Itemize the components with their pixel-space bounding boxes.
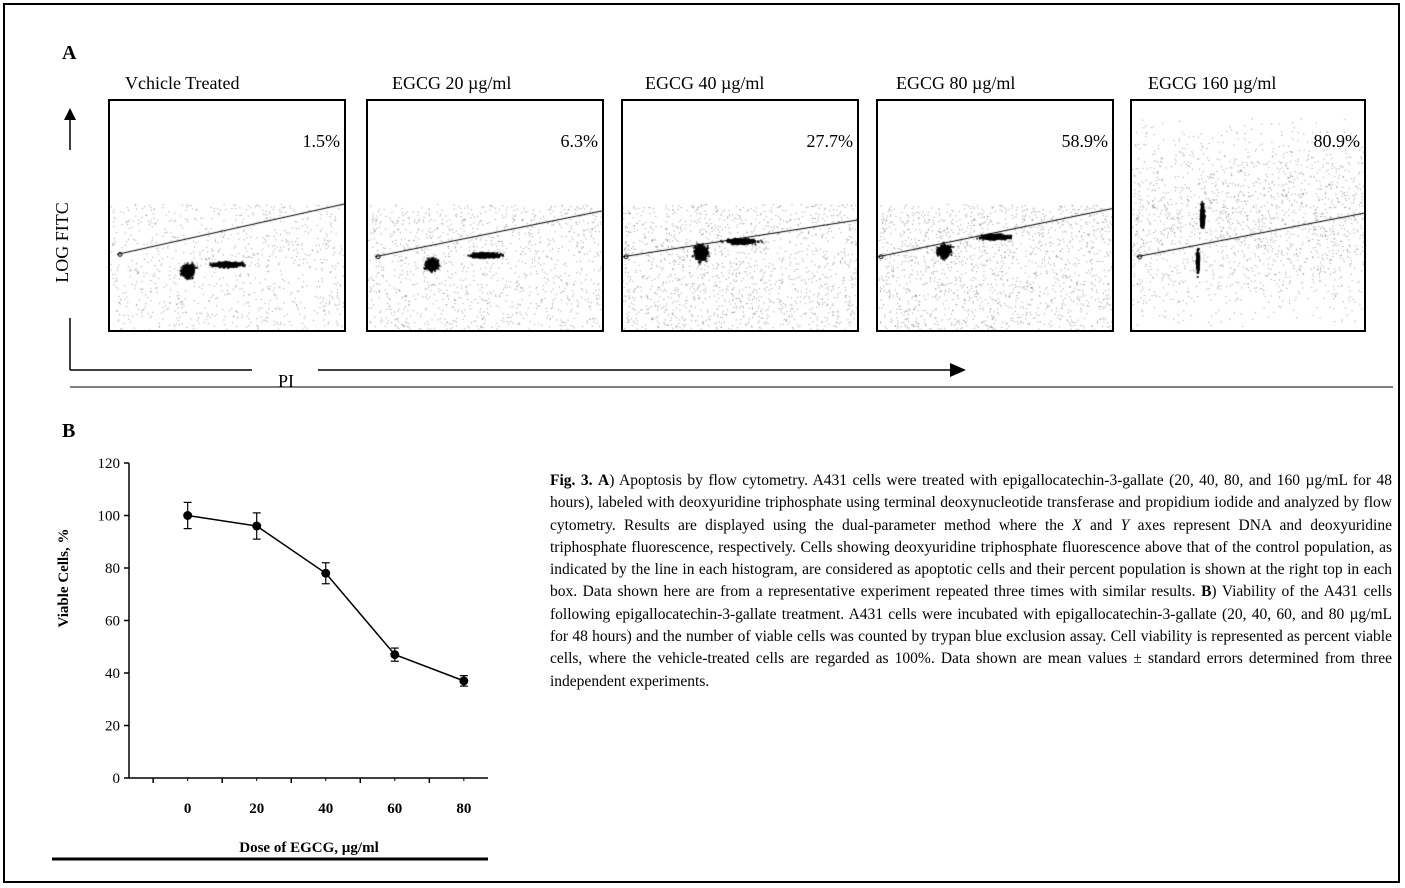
figure-frame (3, 3, 1400, 883)
y-tick-label: 100 (98, 509, 121, 525)
caption-x-italic: X (1072, 516, 1082, 534)
caption-b-letter: B (1201, 583, 1212, 601)
cytometry-plot-2: 6.3% (366, 99, 604, 332)
series-line (187, 514, 465, 682)
cytometry-plot-5: 80.9% (1130, 99, 1366, 332)
data-point (252, 521, 262, 531)
data-point (183, 511, 193, 520)
panel-b-label: B (62, 420, 76, 442)
y-tick-label: 120 (98, 456, 121, 472)
cyto-title-3: EGCG 40 µg/ml (645, 73, 765, 93)
caption-part1: ) Apoptosis by flow cytometry. A431 cell… (550, 472, 1392, 534)
y-tick-label: 0 (113, 771, 121, 787)
y-tick-label: 20 (105, 719, 120, 735)
cytometry-plot-3: 27.7% (621, 99, 859, 332)
cytometry-plot-4: 58.9% (876, 99, 1114, 332)
apoptotic-percent-5: 80.9% (1313, 131, 1361, 151)
apoptotic-percent-4: 58.9% (1061, 131, 1109, 151)
caption-and: and (1081, 516, 1121, 534)
panel-a-axes (64, 108, 1393, 388)
y-tick-label: 40 (105, 666, 120, 682)
data-point (459, 676, 469, 686)
figure-caption: Fig. 3. A) Apoptosis by flow cytometry. … (550, 470, 1392, 693)
y-tick-label: 80 (105, 561, 120, 577)
cytometry-scatter-2 (368, 101, 602, 330)
apoptotic-percent-3: 27.7% (806, 131, 854, 151)
cyto-title-1: Vchicle Treated (125, 73, 240, 93)
data-point (390, 650, 400, 660)
x-tick-label: 60 (387, 801, 402, 817)
x-axis-label-pi: PI (278, 371, 295, 391)
cyto-title-4: EGCG 80 µg/ml (896, 73, 1016, 93)
y-ticks: 0 20 40 60 80 100 120 (98, 456, 129, 787)
x-tick-label: 40 (318, 801, 333, 817)
cyto-title-5: EGCG 160 µg/ml (1148, 73, 1277, 93)
x-tick-label: 80 (456, 801, 471, 817)
panel-a-label: A (62, 42, 77, 64)
data-point (321, 568, 331, 578)
series-viable-cells (183, 501, 469, 687)
caption-y-italic: Y (1120, 516, 1130, 534)
x-ticks: 0 20 40 60 80 (152, 778, 471, 817)
cytometry-scatter-1 (110, 101, 344, 330)
x-tick-label: 0 (184, 801, 192, 817)
x-tick-label: 20 (249, 801, 264, 817)
cytometry-plot-1: 1.5% (108, 99, 346, 332)
cytometry-scatter-5 (1132, 101, 1364, 330)
caption-a-letter: A (598, 472, 610, 489)
cytometry-scatter-4 (878, 101, 1112, 330)
caption-part3: ) Viability of the A431 cells following … (550, 583, 1392, 690)
caption-fig-label: Fig. 3. (550, 472, 593, 489)
cytometry-scatter-3 (623, 101, 857, 330)
caption-part2: axes represent DNA and deoxyuridine trip… (550, 516, 1392, 601)
chart-y-label: Viable Cells, % (56, 528, 72, 627)
y-tick-label: 60 (105, 614, 120, 630)
apoptotic-percent-1: 1.5% (302, 131, 341, 151)
viability-chart: 0 20 40 60 80 100 120 0 20 40 60 80 Dose of EGCG, … (52, 456, 488, 861)
apoptotic-percent-2: 6.3% (560, 131, 599, 151)
cyto-title-2: EGCG 20 µg/ml (392, 73, 512, 93)
chart-x-label: Dose of EGCG, µg/ml (239, 840, 378, 856)
